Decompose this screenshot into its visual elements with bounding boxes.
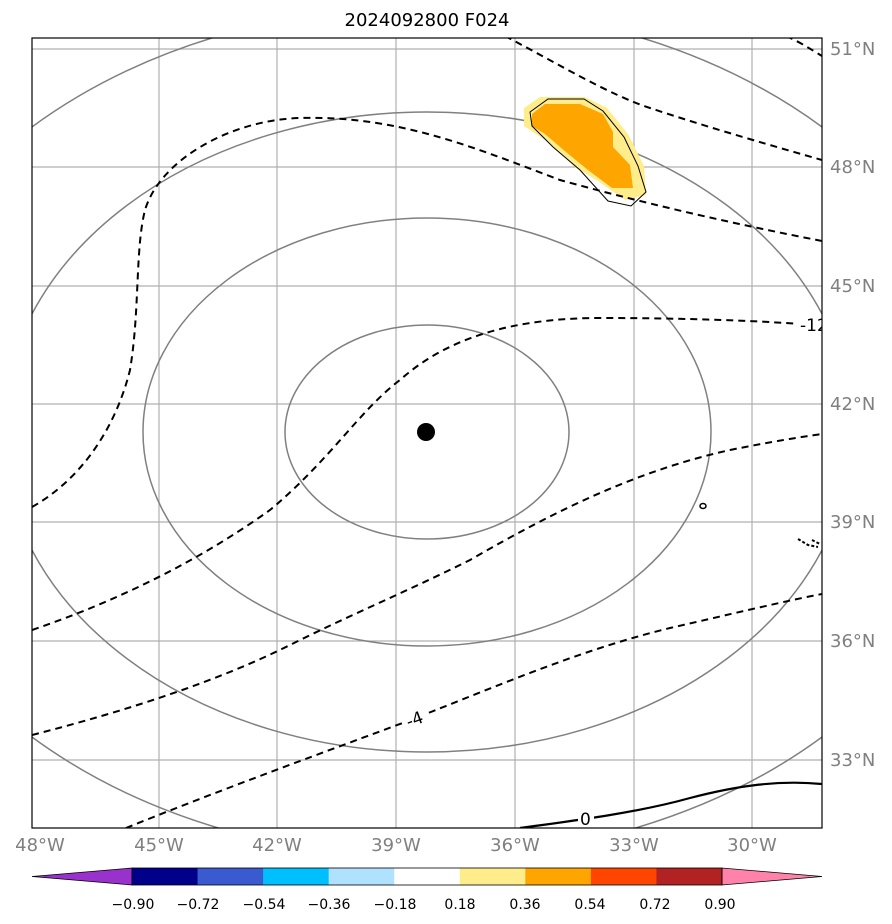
range-ring-4: [32, 38, 822, 828]
colorbar-tick-label: −0.18: [374, 897, 417, 913]
plot-area: -12 -4 0: [32, 38, 828, 830]
colorbar-extend-low: [31, 867, 133, 886]
lon-label: 45°W: [134, 835, 184, 856]
lat-label: 39°N: [830, 512, 875, 533]
shaded-region: [524, 97, 647, 207]
lon-label: 36°W: [490, 835, 540, 856]
colorbar-tick-label: 0.18: [444, 897, 475, 913]
contour-label-zero: 0: [580, 810, 591, 830]
range-ring-1: [284, 324, 570, 540]
contour-label-bg-zero: [578, 808, 594, 828]
contour-small-fragment: [797, 538, 821, 548]
plot-frame: [31, 37, 823, 829]
colorbar-tick-label: −0.36: [308, 897, 351, 913]
figure-title: 2024092800 F024: [345, 10, 510, 31]
colorbar-segment: [525, 868, 592, 885]
dashed-contours: [32, 38, 822, 828]
contour-top-right: [506, 38, 822, 161]
contour-label-bg-minus4: [401, 705, 429, 733]
range-rings: [32, 38, 822, 828]
colorbar-tick-label: 0.72: [639, 897, 670, 913]
lon-label: 39°W: [371, 835, 421, 856]
colorbar-segment: [263, 868, 330, 885]
lat-label: 33°N: [830, 750, 875, 771]
lat-label: 51°N: [830, 39, 875, 60]
colorbar-segment: [459, 868, 526, 885]
contour-minus4: [125, 593, 822, 828]
lon-label: 33°W: [609, 835, 659, 856]
colorbar-segment: [132, 868, 199, 885]
lat-label: 45°N: [830, 276, 875, 297]
contour-small-loop: [699, 502, 707, 510]
shading-outline: [529, 98, 647, 207]
storm-center-marker: [417, 423, 435, 441]
colorbar-tick-label: 0.54: [574, 897, 605, 913]
longitude-labels: 48°W 45°W 42°W 39°W 36°W 33°W 30°W: [15, 835, 777, 856]
lon-label: 30°W: [727, 835, 777, 856]
colorbar-tick-label: 0.90: [704, 897, 735, 913]
contour-zero: [519, 781, 822, 828]
range-ring-3: [32, 111, 822, 753]
range-ring-2: [142, 217, 712, 647]
colorbar-segment: [197, 868, 264, 885]
lat-label: 36°N: [830, 631, 875, 652]
colorbar-extend-high: [721, 867, 823, 886]
contour-middle: [32, 433, 822, 736]
lon-label: 48°W: [15, 835, 65, 856]
colorbar-tick-label: −0.72: [177, 897, 220, 913]
colorbar-segment: [656, 868, 723, 885]
colorbar-tick-labels: −0.90 −0.72 −0.54 −0.36 −0.18 0.18 0.36 …: [112, 897, 736, 913]
colorbar-segment: [590, 868, 657, 885]
contour-arc: [32, 116, 822, 508]
contour-label-minus4: -4: [403, 708, 426, 733]
contour-corner: [787, 38, 822, 57]
colorbar-segment: [328, 868, 395, 885]
colorbar-tick-label: 0.36: [509, 897, 540, 913]
colorbar-tick-label: −0.54: [243, 897, 286, 913]
latitude-labels: 51°N 48°N 45°N 42°N 39°N 36°N 33°N: [830, 39, 875, 771]
lon-label: 42°W: [252, 835, 302, 856]
contour-label-bg-minus12: [797, 314, 822, 334]
contour-minus12: [32, 316, 801, 631]
gridlines: [32, 38, 822, 828]
lat-label: 48°N: [830, 157, 875, 178]
colorbar-frame: [131, 867, 723, 886]
colorbar: [31, 867, 823, 886]
contour-label-minus12: -12: [800, 316, 828, 336]
colorbar-tick-label: −0.90: [112, 897, 155, 913]
lat-label: 42°N: [830, 394, 875, 415]
shading-high: [532, 104, 633, 188]
colorbar-segment: [394, 868, 461, 885]
